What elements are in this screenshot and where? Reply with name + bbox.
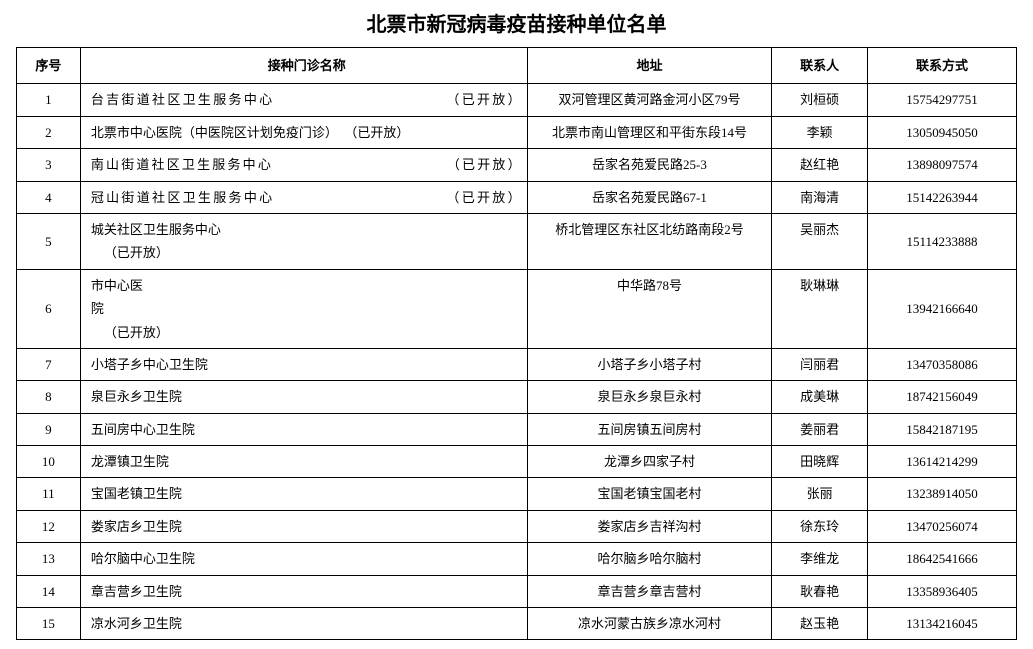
cell-index: 5 [17, 213, 81, 269]
table-row: 12娄家店乡卫生院娄家店乡吉祥沟村徐东玲13470256074 [17, 510, 1017, 542]
table-row: 3南山街道社区卫生服务中心 （已开放）岳家名苑爱民路25-3赵红艳1389809… [17, 149, 1017, 181]
cell-phone: 15142263944 [868, 181, 1017, 213]
cell-index: 8 [17, 381, 81, 413]
cell-address: 凉水河蒙古族乡凉水河村 [527, 608, 772, 640]
cell-name: 章吉营乡卫生院 [80, 575, 527, 607]
table-row: 1台吉街道社区卫生服务中心 （已开放）双河管理区黄河路金河小区79号刘桓硕157… [17, 84, 1017, 116]
table-header-row: 序号 接种门诊名称 地址 联系人 联系方式 [17, 48, 1017, 84]
cell-address: 岳家名苑爱民路25-3 [527, 149, 772, 181]
cell-phone: 18642541666 [868, 543, 1017, 575]
cell-index: 9 [17, 413, 81, 445]
cell-phone: 15114233888 [868, 213, 1017, 269]
cell-name: 台吉街道社区卫生服务中心 （已开放） [80, 84, 527, 116]
cell-contact: 刘桓硕 [772, 84, 868, 116]
cell-index: 14 [17, 575, 81, 607]
col-header-index: 序号 [17, 48, 81, 84]
table-row: 13哈尔脑中心卫生院哈尔脑乡哈尔脑村李维龙18642541666 [17, 543, 1017, 575]
col-header-name: 接种门诊名称 [80, 48, 527, 84]
cell-address: 小塔子乡小塔子村 [527, 348, 772, 380]
cell-name: 五间房中心卫生院 [80, 413, 527, 445]
cell-contact: 闫丽君 [772, 348, 868, 380]
cell-name: 宝国老镇卫生院 [80, 478, 527, 510]
cell-phone: 15754297751 [868, 84, 1017, 116]
cell-name: 冠山街道社区卫生服务中心 （已开放） [80, 181, 527, 213]
cell-index: 11 [17, 478, 81, 510]
cell-phone: 13238914050 [868, 478, 1017, 510]
cell-address: 泉巨永乡泉巨永村 [527, 381, 772, 413]
table-row: 5城关社区卫生服务中心 （已开放）桥北管理区东社区北纺路南段2号吴丽杰15114… [17, 213, 1017, 269]
cell-contact: 南海清 [772, 181, 868, 213]
page-title: 北票市新冠病毒疫苗接种单位名单 [16, 8, 1017, 37]
table-row: 9五间房中心卫生院五间房镇五间房村姜丽君15842187195 [17, 413, 1017, 445]
cell-name: 龙潭镇卫生院 [80, 446, 527, 478]
cell-contact: 李维龙 [772, 543, 868, 575]
cell-index: 15 [17, 608, 81, 640]
cell-index: 3 [17, 149, 81, 181]
table-row: 10龙潭镇卫生院龙潭乡四家子村田晓辉13614214299 [17, 446, 1017, 478]
cell-name: 北票市中心医院（中医院区计划免疫门诊） （已开放） [80, 116, 527, 148]
cell-address: 龙潭乡四家子村 [527, 446, 772, 478]
cell-index: 13 [17, 543, 81, 575]
cell-contact: 赵玉艳 [772, 608, 868, 640]
cell-index: 2 [17, 116, 81, 148]
cell-name: 市中心医 院 （已开放） [80, 269, 527, 348]
table-body: 1台吉街道社区卫生服务中心 （已开放）双河管理区黄河路金河小区79号刘桓硕157… [17, 84, 1017, 640]
cell-contact: 田晓辉 [772, 446, 868, 478]
cell-phone: 13134216045 [868, 608, 1017, 640]
cell-address: 岳家名苑爱民路67-1 [527, 181, 772, 213]
cell-phone: 13470358086 [868, 348, 1017, 380]
cell-index: 6 [17, 269, 81, 348]
cell-index: 10 [17, 446, 81, 478]
cell-contact: 耿琳琳 [772, 269, 868, 348]
table-row: 11宝国老镇卫生院宝国老镇宝国老村张丽13238914050 [17, 478, 1017, 510]
cell-name: 南山街道社区卫生服务中心 （已开放） [80, 149, 527, 181]
cell-contact: 赵红艳 [772, 149, 868, 181]
cell-phone: 13470256074 [868, 510, 1017, 542]
cell-contact: 耿春艳 [772, 575, 868, 607]
cell-index: 7 [17, 348, 81, 380]
cell-phone: 13898097574 [868, 149, 1017, 181]
col-header-phone: 联系方式 [868, 48, 1017, 84]
cell-index: 12 [17, 510, 81, 542]
col-header-contact: 联系人 [772, 48, 868, 84]
cell-name: 娄家店乡卫生院 [80, 510, 527, 542]
table-row: 14章吉营乡卫生院章吉营乡章吉营村耿春艳13358936405 [17, 575, 1017, 607]
cell-phone: 18742156049 [868, 381, 1017, 413]
cell-phone: 13942166640 [868, 269, 1017, 348]
table-row: 4冠山街道社区卫生服务中心 （已开放）岳家名苑爱民路67-1南海清1514226… [17, 181, 1017, 213]
cell-contact: 吴丽杰 [772, 213, 868, 269]
cell-contact: 姜丽君 [772, 413, 868, 445]
cell-address: 章吉营乡章吉营村 [527, 575, 772, 607]
cell-name: 凉水河乡卫生院 [80, 608, 527, 640]
cell-phone: 15842187195 [868, 413, 1017, 445]
cell-name: 小塔子乡中心卫生院 [80, 348, 527, 380]
vaccination-sites-table: 序号 接种门诊名称 地址 联系人 联系方式 1台吉街道社区卫生服务中心 （已开放… [16, 47, 1017, 640]
cell-address: 北票市南山管理区和平街东段14号 [527, 116, 772, 148]
cell-name: 城关社区卫生服务中心 （已开放） [80, 213, 527, 269]
cell-contact: 张丽 [772, 478, 868, 510]
cell-index: 1 [17, 84, 81, 116]
cell-index: 4 [17, 181, 81, 213]
col-header-address: 地址 [527, 48, 772, 84]
cell-address: 中华路78号 [527, 269, 772, 348]
cell-address: 哈尔脑乡哈尔脑村 [527, 543, 772, 575]
cell-name: 哈尔脑中心卫生院 [80, 543, 527, 575]
cell-address: 桥北管理区东社区北纺路南段2号 [527, 213, 772, 269]
table-row: 7小塔子乡中心卫生院小塔子乡小塔子村闫丽君13470358086 [17, 348, 1017, 380]
cell-contact: 李颖 [772, 116, 868, 148]
cell-phone: 13358936405 [868, 575, 1017, 607]
table-row: 6市中心医 院 （已开放）中华路78号耿琳琳13942166640 [17, 269, 1017, 348]
cell-phone: 13050945050 [868, 116, 1017, 148]
table-row: 8泉巨永乡卫生院泉巨永乡泉巨永村成美琳18742156049 [17, 381, 1017, 413]
cell-name: 泉巨永乡卫生院 [80, 381, 527, 413]
table-row: 2北票市中心医院（中医院区计划免疫门诊） （已开放）北票市南山管理区和平街东段1… [17, 116, 1017, 148]
cell-address: 宝国老镇宝国老村 [527, 478, 772, 510]
table-row: 15凉水河乡卫生院凉水河蒙古族乡凉水河村赵玉艳13134216045 [17, 608, 1017, 640]
cell-contact: 徐东玲 [772, 510, 868, 542]
cell-address: 双河管理区黄河路金河小区79号 [527, 84, 772, 116]
cell-phone: 13614214299 [868, 446, 1017, 478]
cell-contact: 成美琳 [772, 381, 868, 413]
cell-address: 娄家店乡吉祥沟村 [527, 510, 772, 542]
cell-address: 五间房镇五间房村 [527, 413, 772, 445]
